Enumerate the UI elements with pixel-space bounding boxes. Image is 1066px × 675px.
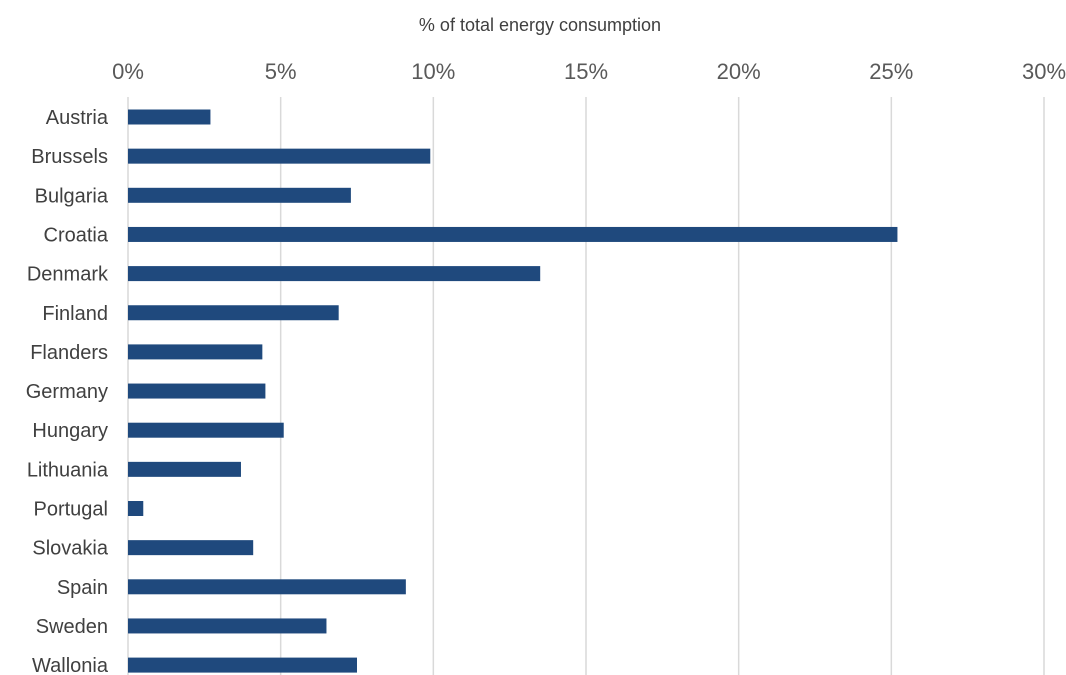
bars xyxy=(128,109,898,673)
bar-austria xyxy=(128,109,211,125)
category-label-sweden: Sweden xyxy=(36,616,108,638)
bar-finland xyxy=(128,305,339,321)
category-label-germany: Germany xyxy=(26,381,108,403)
x-tick-label: 15% xyxy=(564,59,608,84)
x-tick-label: 0% xyxy=(112,59,144,84)
category-labels: Austria Brussels Bulgaria Croatia Denmark Fin… xyxy=(26,107,109,675)
x-tick-label: 20% xyxy=(717,59,761,84)
bar-bulgaria xyxy=(128,187,351,203)
bar-hungary xyxy=(128,422,284,438)
x-tick-label: 25% xyxy=(869,59,913,84)
bar-croatia xyxy=(128,226,898,242)
bar-denmark xyxy=(128,266,541,282)
category-label-flanders: Flanders xyxy=(30,342,108,364)
category-label-hungary: Hungary xyxy=(32,420,108,442)
category-label-spain: Spain xyxy=(57,577,108,599)
bar-portugal xyxy=(128,501,144,516)
category-label-brussels: Brussels xyxy=(31,146,108,168)
x-tick-label: 5% xyxy=(265,59,297,84)
x-tick-label: 10% xyxy=(411,59,455,84)
bar-flanders xyxy=(128,344,263,360)
category-label-austria: Austria xyxy=(46,107,109,129)
bar-sweden xyxy=(128,618,327,634)
bar-lithuania xyxy=(128,461,241,477)
x-axis-title: % of total energy consumption xyxy=(419,15,661,35)
bar-germany xyxy=(128,383,266,399)
category-label-portugal: Portugal xyxy=(34,499,109,521)
category-label-bulgaria: Bulgaria xyxy=(35,185,109,207)
category-label-lithuania: Lithuania xyxy=(27,459,109,481)
bar-wallonia xyxy=(128,657,357,673)
category-label-slovakia: Slovakia xyxy=(32,538,108,560)
category-label-croatia: Croatia xyxy=(44,224,109,246)
category-label-denmark: Denmark xyxy=(27,264,109,286)
bar-brussels xyxy=(128,148,431,164)
bar-spain xyxy=(128,579,406,595)
bar-slovakia xyxy=(128,540,254,556)
category-label-wallonia: Wallonia xyxy=(32,655,109,675)
x-tick-labels: 0% 5% 10% 15% 20% 25% 30% xyxy=(112,59,1066,84)
x-tick-label: 30% xyxy=(1022,59,1066,84)
category-label-finland: Finland xyxy=(42,303,108,325)
